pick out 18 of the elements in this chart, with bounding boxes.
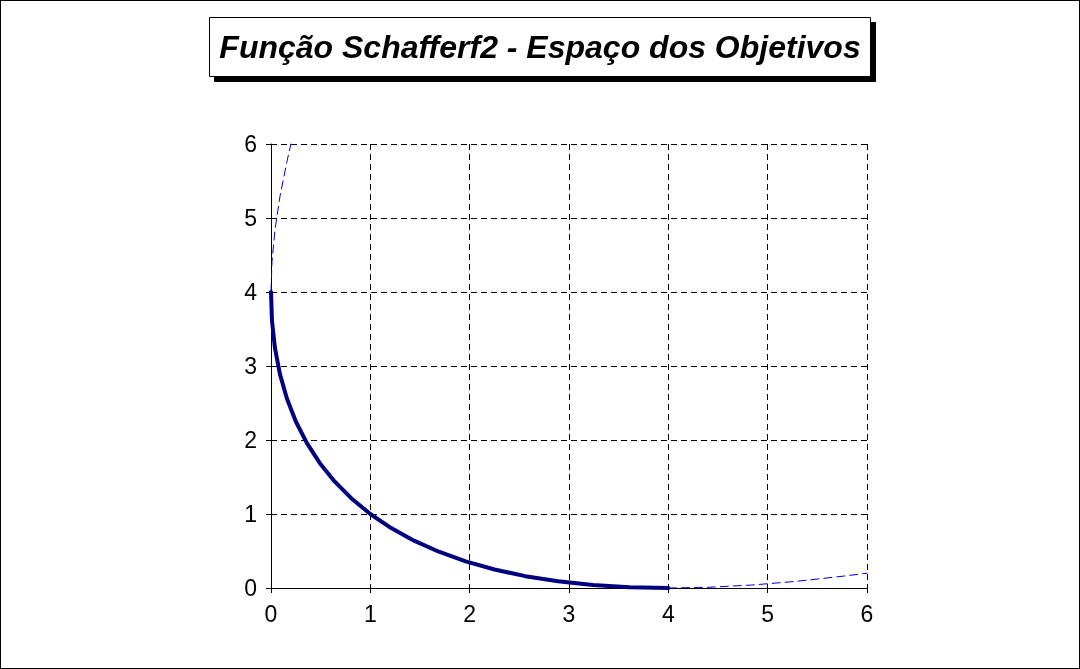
- x-tick-label: 3: [562, 600, 576, 627]
- y-tick-label: 6: [244, 131, 257, 157]
- x-tick-label: 0: [264, 600, 278, 627]
- y-tick-label: 1: [244, 501, 257, 527]
- y-tick-label: 5: [244, 205, 257, 231]
- line-series: [269, 290, 671, 590]
- y-tick-label: 4: [244, 279, 258, 305]
- x-tick-label: 2: [463, 600, 477, 627]
- chart-title: Função Schafferf2 - Espaço dos Objetivos: [219, 29, 861, 65]
- x-tick-label: 1: [363, 600, 377, 627]
- x-tick-label: 5: [761, 600, 775, 627]
- line-series: [270, 143, 292, 293]
- y-tick-label: 2: [244, 427, 257, 453]
- line-series: [667, 572, 868, 589]
- y-tick-label: 0: [244, 575, 257, 601]
- y-tick-label: 3: [244, 353, 257, 379]
- x-tick-label: 6: [860, 600, 874, 627]
- x-tick-label: 4: [661, 600, 675, 627]
